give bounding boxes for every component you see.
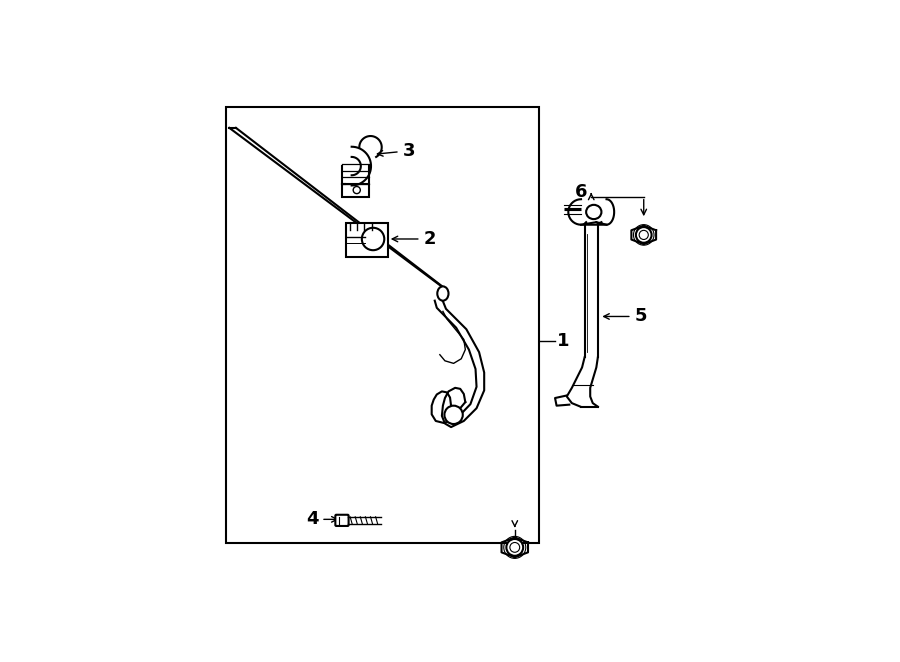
Text: 2: 2 (392, 230, 436, 248)
Ellipse shape (437, 287, 448, 301)
Circle shape (510, 542, 519, 552)
Bar (346, 224, 388, 257)
Text: 1: 1 (557, 332, 570, 350)
Circle shape (639, 230, 648, 240)
Circle shape (636, 227, 652, 243)
FancyBboxPatch shape (336, 515, 348, 526)
Circle shape (507, 539, 523, 556)
Bar (343, 184, 369, 197)
Text: 3: 3 (377, 142, 415, 160)
Text: 5: 5 (604, 307, 647, 326)
Circle shape (445, 406, 463, 424)
Text: 6: 6 (575, 183, 588, 201)
Bar (226, 107, 539, 544)
Text: 4: 4 (306, 510, 338, 528)
Circle shape (353, 187, 360, 193)
Circle shape (362, 228, 384, 250)
Ellipse shape (586, 205, 601, 219)
